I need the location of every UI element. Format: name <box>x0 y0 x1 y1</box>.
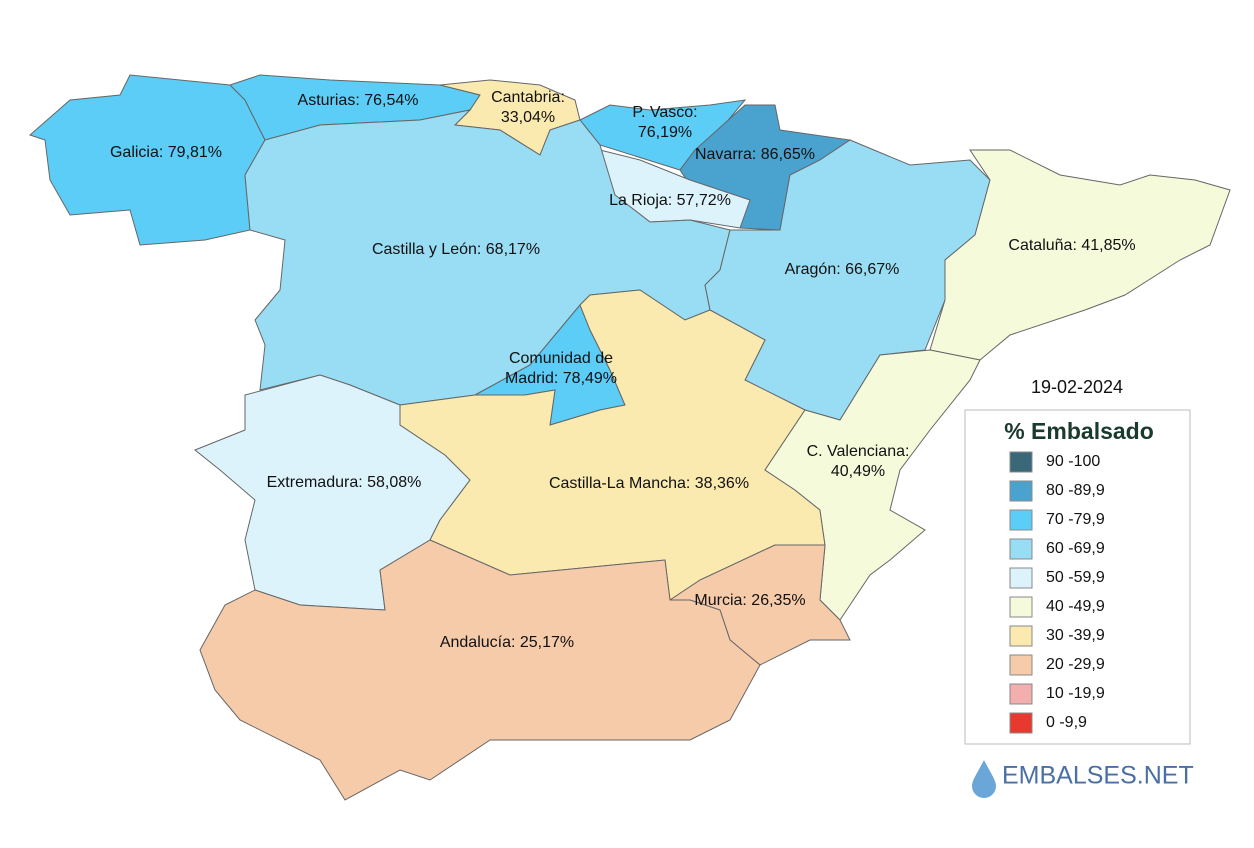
legend-label: 70 -79,9 <box>1046 511 1105 528</box>
legend-label: 20 -29,9 <box>1046 656 1105 673</box>
region-label: Galicia: 79,81% <box>110 144 222 161</box>
legend-label: 30 -39,9 <box>1046 627 1105 644</box>
region-labels: Galicia: 79,81% Asturias: 76,54% Cantabria… <box>110 89 1136 651</box>
legend-swatch <box>1009 596 1033 618</box>
region-label: Castilla y León: 68,17% <box>372 241 540 258</box>
legend-swatch <box>1009 683 1033 705</box>
region-label: Castilla-La Mancha: 38,36% <box>549 475 749 492</box>
date: 19-02-2024 <box>1031 377 1123 397</box>
region-label: Comunidad de <box>509 350 613 367</box>
logo: EMBALSES.NET <box>1002 762 1194 790</box>
region-label: Navarra: 86,65% <box>695 146 815 163</box>
region-label: P. Vasco: <box>632 104 697 121</box>
legend-box <box>964 409 1191 745</box>
legend-swatch <box>1009 538 1033 560</box>
legend-title: % Embalsado <box>1004 418 1154 444</box>
legend-swatch <box>1009 654 1033 676</box>
region-label: La Rioja: 57,72% <box>609 192 731 209</box>
legend-label: 50 -59,9 <box>1046 569 1105 586</box>
region-label: Cantabria: <box>491 89 565 106</box>
region-label: Cataluña: 41,85% <box>1008 237 1135 254</box>
legend-swatch <box>1009 567 1033 589</box>
region-label: Madrid: 78,49% <box>505 370 617 387</box>
legend-label: 40 -49,9 <box>1046 598 1105 615</box>
region-label: Asturias: 76,54% <box>298 92 419 109</box>
region-label: Murcia: 26,35% <box>694 592 805 609</box>
region <box>579 99 747 171</box>
region-label: Andalucía: 25,17% <box>440 634 574 651</box>
region-label: 76,19% <box>638 124 692 141</box>
legend-label: 60 -69,9 <box>1046 540 1105 557</box>
legend: 90 -100 80 -89,9 70 -79,9 60 -69,9 50 -59,9 4… <box>1009 451 1105 734</box>
regions <box>29 74 1231 801</box>
legend-swatch <box>1009 451 1033 473</box>
region-label: 40,49% <box>831 463 885 480</box>
legend-label: 0 -9,9 <box>1046 714 1087 731</box>
region-label: Aragón: 66,67% <box>785 261 900 278</box>
legend-label: 80 -89,9 <box>1046 482 1105 499</box>
region-label: C. Valenciana: <box>807 443 910 460</box>
legend-label: 10 -19,9 <box>1046 685 1105 702</box>
region <box>929 149 1231 361</box>
logo-icon <box>972 760 996 798</box>
legend-swatch <box>1009 625 1033 647</box>
region <box>199 539 761 801</box>
legend-swatch <box>1009 712 1033 734</box>
region-label: Extremadura: 58,08% <box>267 474 422 491</box>
legend-swatch <box>1009 509 1033 531</box>
region-label: 33,04% <box>501 109 555 126</box>
legend-label: 90 -100 <box>1046 453 1100 470</box>
legend-swatch <box>1009 480 1033 502</box>
